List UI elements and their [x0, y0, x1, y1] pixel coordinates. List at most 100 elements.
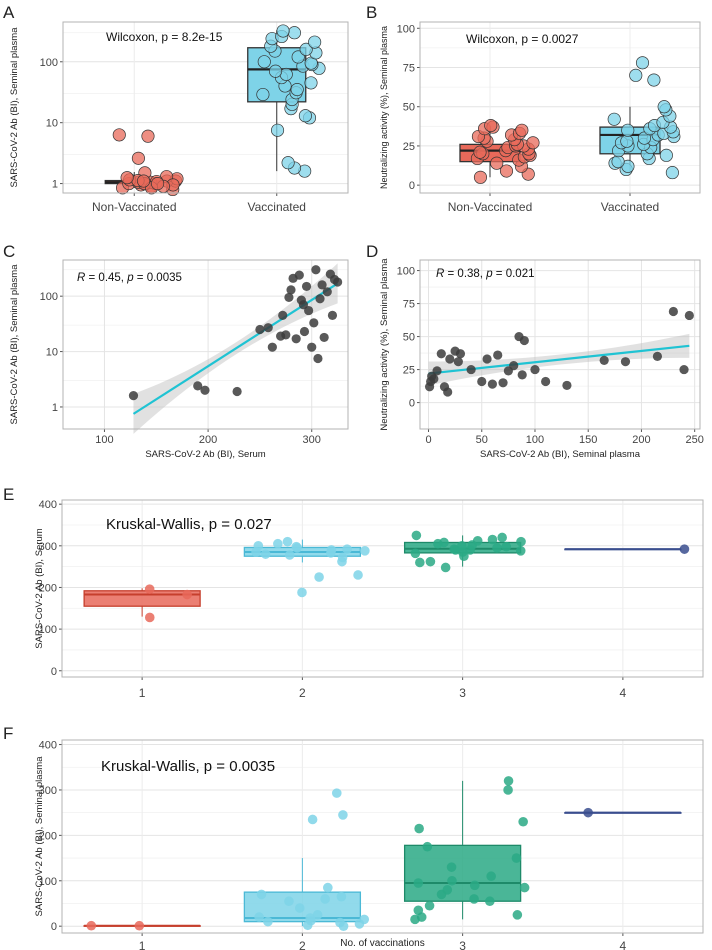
data-point [487, 534, 498, 545]
data-point [501, 541, 512, 552]
data-point [492, 543, 502, 553]
panel-letter-f: F [3, 724, 13, 743]
scatter-point [309, 318, 319, 328]
data-point [647, 73, 661, 87]
x-tick-label: 0 [425, 434, 431, 446]
scatter-point [299, 326, 310, 337]
data-point [312, 910, 323, 920]
y-tick-label: 100 [39, 624, 57, 636]
data-point [112, 128, 126, 142]
data-point [144, 612, 155, 623]
scatter-point [284, 292, 294, 303]
stat-annotation: Wilcoxon, p = 8.2e-15 [106, 30, 223, 44]
x-tick-label: Non-Vaccinated [92, 200, 177, 214]
data-point [629, 68, 643, 82]
scatter-point [445, 354, 455, 364]
data-point [659, 148, 673, 162]
plot-border [62, 259, 349, 430]
scatter-point [679, 364, 689, 375]
x-tick-label: 50 [476, 434, 488, 446]
plot-border [419, 259, 701, 430]
scatter-point [620, 357, 631, 367]
y-tick-label: 10 [46, 347, 58, 359]
panel-d-chart: 0 25 50 75 100 0 50 100 150 200 250 R = 0.38, p = 0… [379, 258, 704, 460]
data-point [323, 882, 333, 893]
x-tick-label: 3 [459, 686, 466, 700]
scatter-point [286, 285, 296, 295]
data-point [284, 550, 295, 560]
x-tick-label: 300 [303, 434, 321, 446]
stat-annotation: Wilcoxon, p = 0.0027 [466, 32, 579, 46]
data-point [281, 156, 295, 170]
y-axis-title: Neutralizing activity (%), Seminal plasm… [379, 258, 390, 431]
data-point [485, 896, 495, 907]
x-tick-label: Vaccinated [248, 200, 306, 214]
data-point [503, 776, 514, 786]
panel-letter-c: C [3, 242, 15, 261]
scatter-point [193, 381, 203, 391]
data-point [447, 875, 457, 886]
data-point [449, 544, 459, 554]
panel-letter-a: A [3, 3, 15, 22]
y-tick-label: 300 [39, 785, 57, 797]
scatter-point [432, 366, 442, 376]
y-tick-label: 1 [52, 402, 58, 414]
data-point [273, 538, 283, 549]
scatter-point [517, 370, 527, 380]
data-point [297, 587, 307, 598]
y-tick-label: 300 [39, 541, 57, 553]
y-tick-label: 0 [51, 921, 57, 933]
data-point [144, 584, 155, 594]
data-point [257, 55, 271, 69]
scatter-point [493, 350, 503, 360]
scatter-point [562, 380, 572, 391]
data-point [515, 123, 529, 137]
scatter-point [443, 387, 453, 397]
y-axis-title: SARS-CoV-2 Ab (BI), Seminal plasma [9, 27, 20, 188]
annotation-part: p [485, 268, 493, 280]
x-tick-label: 4 [620, 939, 627, 950]
scatter-point [652, 351, 663, 361]
y-tick-label: 75 [403, 62, 415, 74]
scatter-point [307, 342, 317, 352]
data-point [282, 536, 293, 547]
scatter-point [319, 332, 329, 343]
data-point [86, 920, 97, 931]
data-point [291, 50, 305, 64]
scatter-point [333, 277, 343, 287]
scatter-point [315, 294, 325, 304]
stat-annotation: Kruskal-Wallis, p = 0.0035 [101, 758, 275, 775]
data-point [422, 841, 433, 852]
y-tick-label: 400 [39, 740, 57, 752]
y-axis-title: SARS-CoV-2 Ab (BI), Seminal plasma [9, 264, 20, 425]
y-axis-title: SARS-CoV-2 Ab (BI), Seminal plasma [34, 756, 45, 917]
data-point [446, 862, 457, 872]
x-tick-label: 4 [620, 686, 627, 700]
data-point [120, 171, 134, 185]
scatter-point [487, 379, 497, 389]
data-point [314, 572, 324, 582]
x-tick-label: 200 [632, 434, 650, 446]
scatter-point [668, 306, 678, 317]
scatter-point [281, 330, 291, 340]
data-point [182, 589, 192, 600]
data-point [620, 134, 634, 148]
x-tick-label: 1 [139, 686, 146, 700]
y-tick-label: 100 [397, 23, 415, 35]
panel-c-chart: 1 10 100 100 200 300 R = 0.45, p = 0.0035 SARS-… [9, 259, 349, 460]
data-point [469, 894, 479, 904]
plot-background [62, 740, 703, 933]
y-tick-label: 1 [52, 179, 58, 191]
data-point [290, 82, 304, 97]
y-tick-label: 75 [403, 299, 415, 311]
y-tick-label: 0 [409, 180, 415, 192]
scatter-point [267, 342, 277, 352]
data-point [337, 552, 348, 563]
plot-background [420, 22, 700, 193]
scatter-point [455, 349, 466, 359]
data-point [291, 541, 302, 552]
scatter-point [304, 305, 314, 316]
data-point [439, 537, 449, 548]
data-point [298, 109, 312, 123]
x-axis-title: SARS-CoV-2 Ab (BI), Seminal plasma [480, 449, 641, 460]
